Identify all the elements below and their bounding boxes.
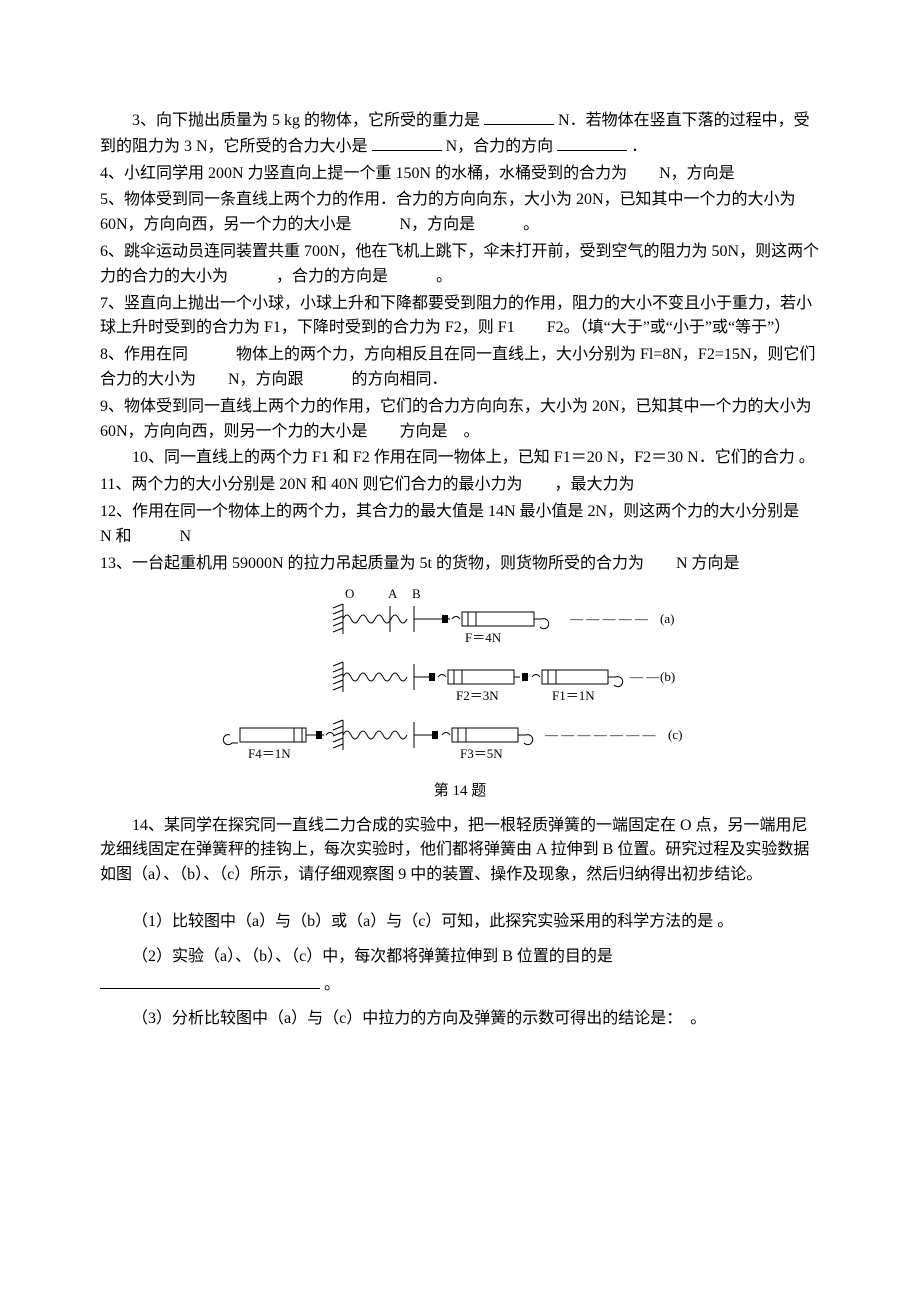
row-c-tag: (c) <box>668 727 682 742</box>
row-c: — — — — — — — (c) F4＝1N F3＝5N <box>223 720 682 761</box>
label-O: O <box>345 586 354 601</box>
q3-blank-3[interactable] <box>557 134 627 151</box>
row-c-force1: F3＝5N <box>460 746 503 761</box>
question-11: 11、两个力的大小分别是 20N 和 40N 则它们合力的最小力为 ，最大力为 <box>100 473 820 498</box>
question-3: 3、向下抛出质量为 5 kg 的物体，它所受的重力是 N．若物体在竖直下落的过程… <box>100 108 820 160</box>
question-9: 9、物体受到同一直线上两个力的作用，它们的合力方向向东，大小为 20N，已知其中… <box>100 395 820 445</box>
row-c-dash: — — — — — — — <box>544 727 657 742</box>
row-a-tag: (a) <box>660 611 674 626</box>
question-8: 8、作用在同 物体上的两个力，方向相反且在同一直线上，大小分别为 Fl=8N，F… <box>100 343 820 393</box>
row-a-force: F＝4N <box>465 630 502 645</box>
q3-part1: 3、向下抛出质量为 5 kg 的物体，它所受的重力是 <box>132 112 480 129</box>
q14-2-blank[interactable] <box>100 972 320 989</box>
q14-2-text: （2）实验（a）、（b）、（c）中，每次都将弹簧拉伸到 B 位置的目的是 <box>132 948 613 965</box>
label-A: A <box>388 586 398 601</box>
question-12: 12、作用在同一个物体上的两个力，其合力的最大值是 14N 最小值是 2N，则这… <box>100 500 820 550</box>
row-c-force2: F4＝1N <box>248 746 291 761</box>
document-page: 3、向下抛出质量为 5 kg 的物体，它所受的重力是 N．若物体在竖直下落的过程… <box>0 0 920 1302</box>
question-14-2: （2）实验（a）、（b）、（c）中，每次都将弹簧拉伸到 B 位置的目的是 <box>100 945 820 970</box>
label-B: B <box>412 586 421 601</box>
question-7: 7、竖直向上抛出一个小球，小球上升和下降都要受到阻力的作用，阻力的大小不变且小于… <box>100 292 820 342</box>
question-6: 6、跳伞运动员连同装置共重 700N，他在飞机上跳下，伞未打开前，受到空气的阻力… <box>100 240 820 290</box>
row-b-force1: F2＝3N <box>456 688 499 703</box>
figure-caption: 第 14 题 <box>100 780 820 803</box>
q3-blank-2[interactable] <box>372 134 442 151</box>
figure-14: O A B <box>220 586 700 776</box>
question-14-2b: 。 <box>100 972 820 998</box>
row-b-dash: — — <box>629 669 660 684</box>
row-b: — — (b) F2＝3N F1＝1N <box>333 662 675 703</box>
question-10: 10、同一直线上的两个力 F1 和 F2 作用在同一物体上，已知 F1＝20 N… <box>100 446 820 471</box>
question-14-1: （1）比较图中（a）与（b）或（a）与（c）可知，此探究实验采用的科学方法的是 … <box>100 910 820 935</box>
q3-part3: N，合力的方向 <box>446 138 554 155</box>
question-4: 4、小红同学用 200N 力竖直向上提一个重 150N 的水桶，水桶受到的合力为… <box>100 162 820 187</box>
question-14-3: （3）分析比较图中（a）与（c）中拉力的方向及弹簧的示数可得出的结论是： 。 <box>100 1007 820 1032</box>
row-a: — — — — — (a) F＝4N <box>333 604 674 645</box>
q3-blank-1[interactable] <box>484 108 554 125</box>
row-b-force2: F1＝1N <box>552 688 595 703</box>
question-13: 13、一台起重机用 59000N 的拉力吊起质量为 5t 的货物，则货物所受的合… <box>100 552 820 577</box>
row-a-dash: — — — — — <box>569 611 649 626</box>
question-5: 5、物体受到同一条直线上两个力的作用．合力的方向向东，大小为 20N，已知其中一… <box>100 188 820 238</box>
q14-2-end: 。 <box>324 976 340 993</box>
question-14-intro: 14、某同学在探究同一直线二力合成的实验中，把一根轻质弹簧的一端固定在 O 点，… <box>100 814 820 888</box>
q3-part4: ． <box>631 138 647 155</box>
row-b-tag: (b) <box>660 669 675 684</box>
